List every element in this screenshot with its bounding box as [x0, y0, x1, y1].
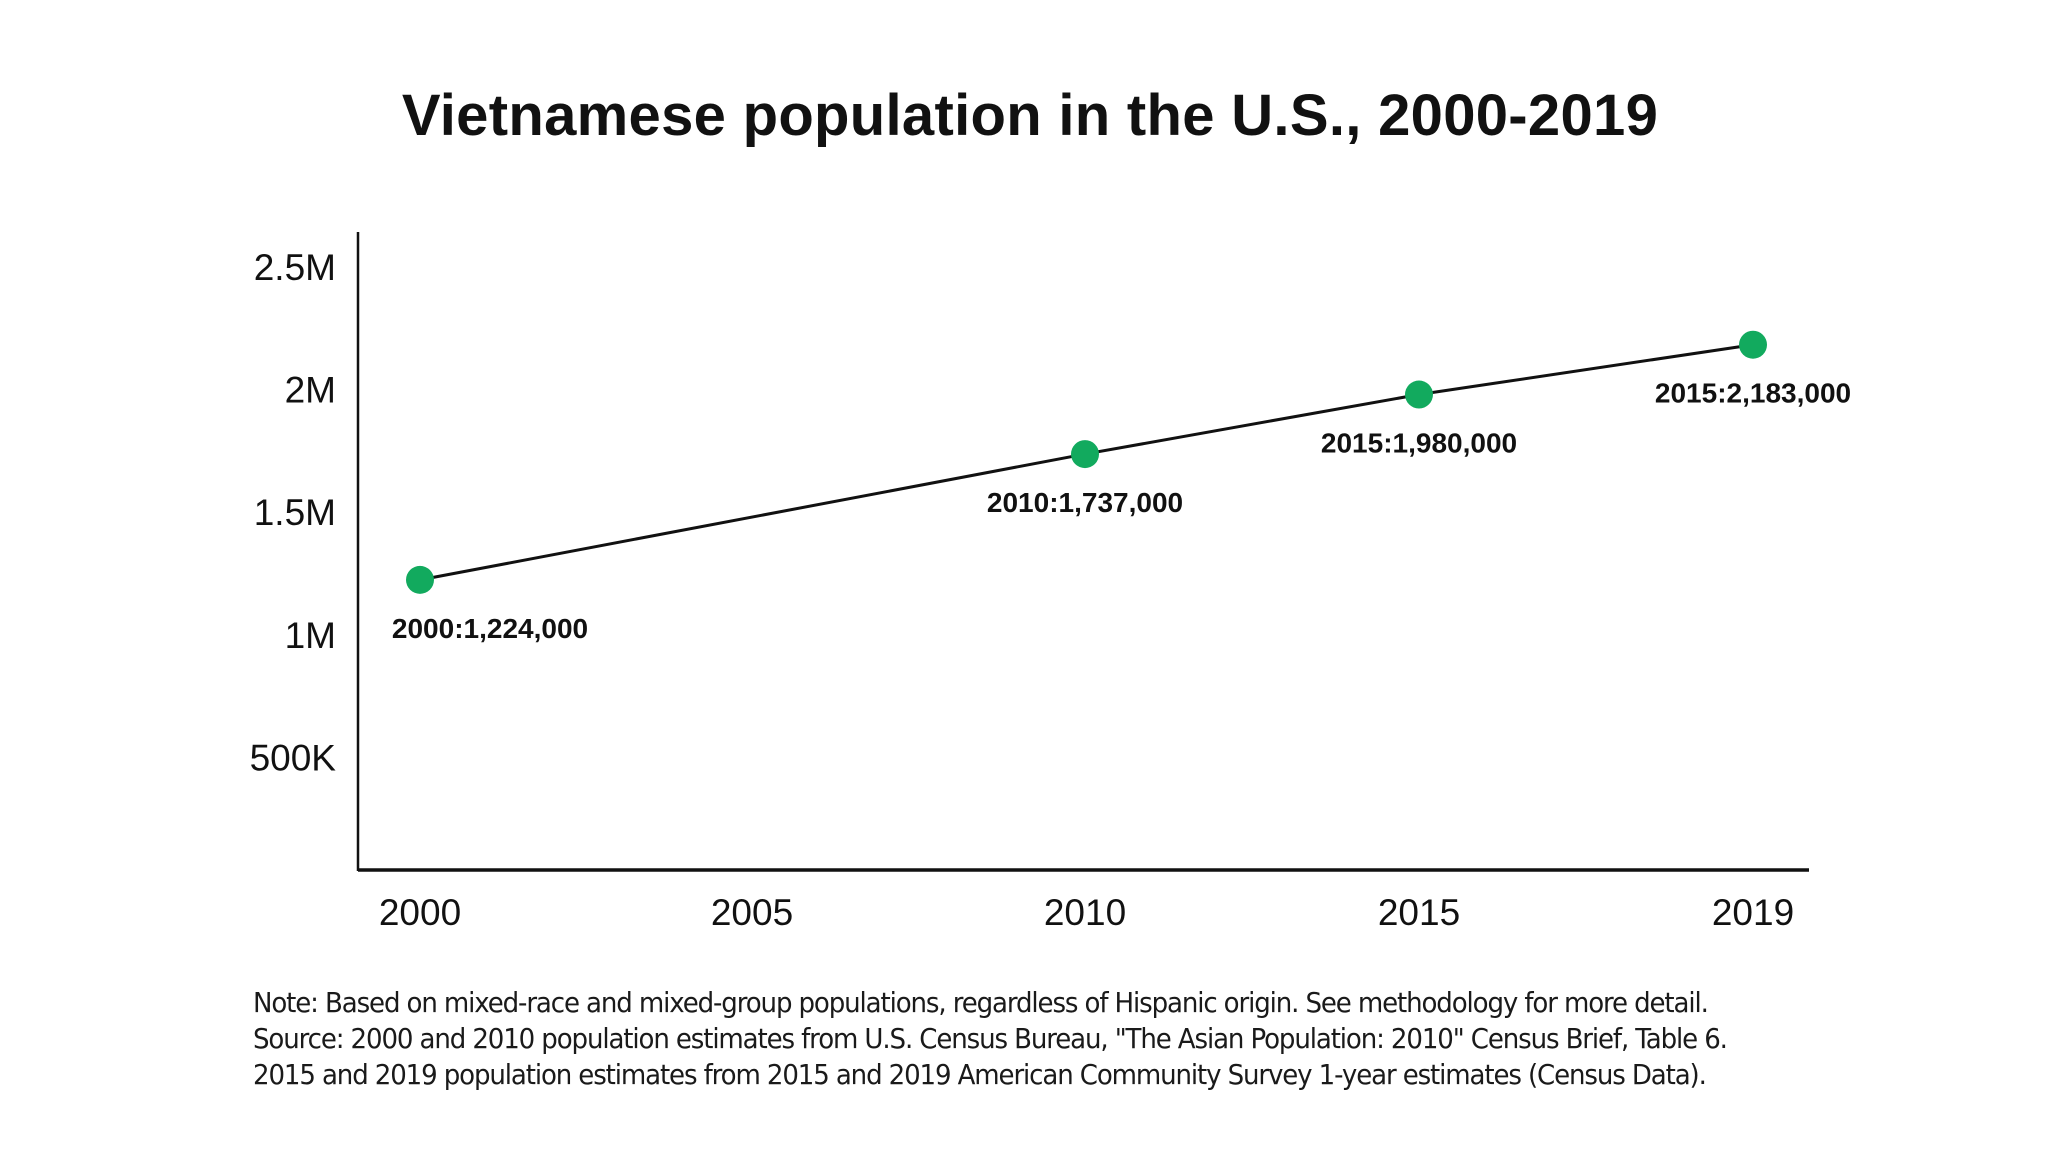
y-tick-label: 500K — [250, 737, 337, 778]
y-tick-label: 2.5M — [254, 247, 336, 288]
data-label: 2015:1,980,000 — [1321, 428, 1517, 459]
x-tick-label: 2010 — [1044, 892, 1126, 933]
x-tick-label: 2000 — [379, 892, 461, 933]
note-line: Note: Based on mixed-race and mixed-grou… — [253, 986, 1709, 1019]
data-point — [1405, 380, 1433, 409]
data-point — [406, 565, 434, 594]
source-line: 2015 and 2019 population estimates from … — [253, 1058, 1707, 1091]
x-tick-label: 2015 — [1378, 892, 1460, 933]
chart-notes: Note: Based on mixed-race and mixed-grou… — [253, 985, 1728, 1093]
data-label: 2010:1,737,000 — [987, 487, 1183, 518]
x-tick-label: 2019 — [1712, 892, 1794, 933]
data-label: 2015:2,183,000 — [1655, 378, 1851, 409]
chart-title: Vietnamese population in the U.S., 2000-… — [401, 83, 1659, 148]
y-tick-label: 1.5M — [254, 492, 336, 533]
data-point — [1071, 440, 1099, 469]
series-line — [419, 343, 1754, 582]
y-tick-label: 1M — [285, 615, 336, 656]
data-point — [1739, 330, 1767, 359]
x-tick-label: 2005 — [711, 892, 793, 933]
source-line: Source: 2000 and 2010 population estimat… — [253, 1022, 1728, 1055]
y-tick-label: 2M — [285, 370, 336, 411]
data-label: 2000:1,224,000 — [392, 613, 588, 644]
